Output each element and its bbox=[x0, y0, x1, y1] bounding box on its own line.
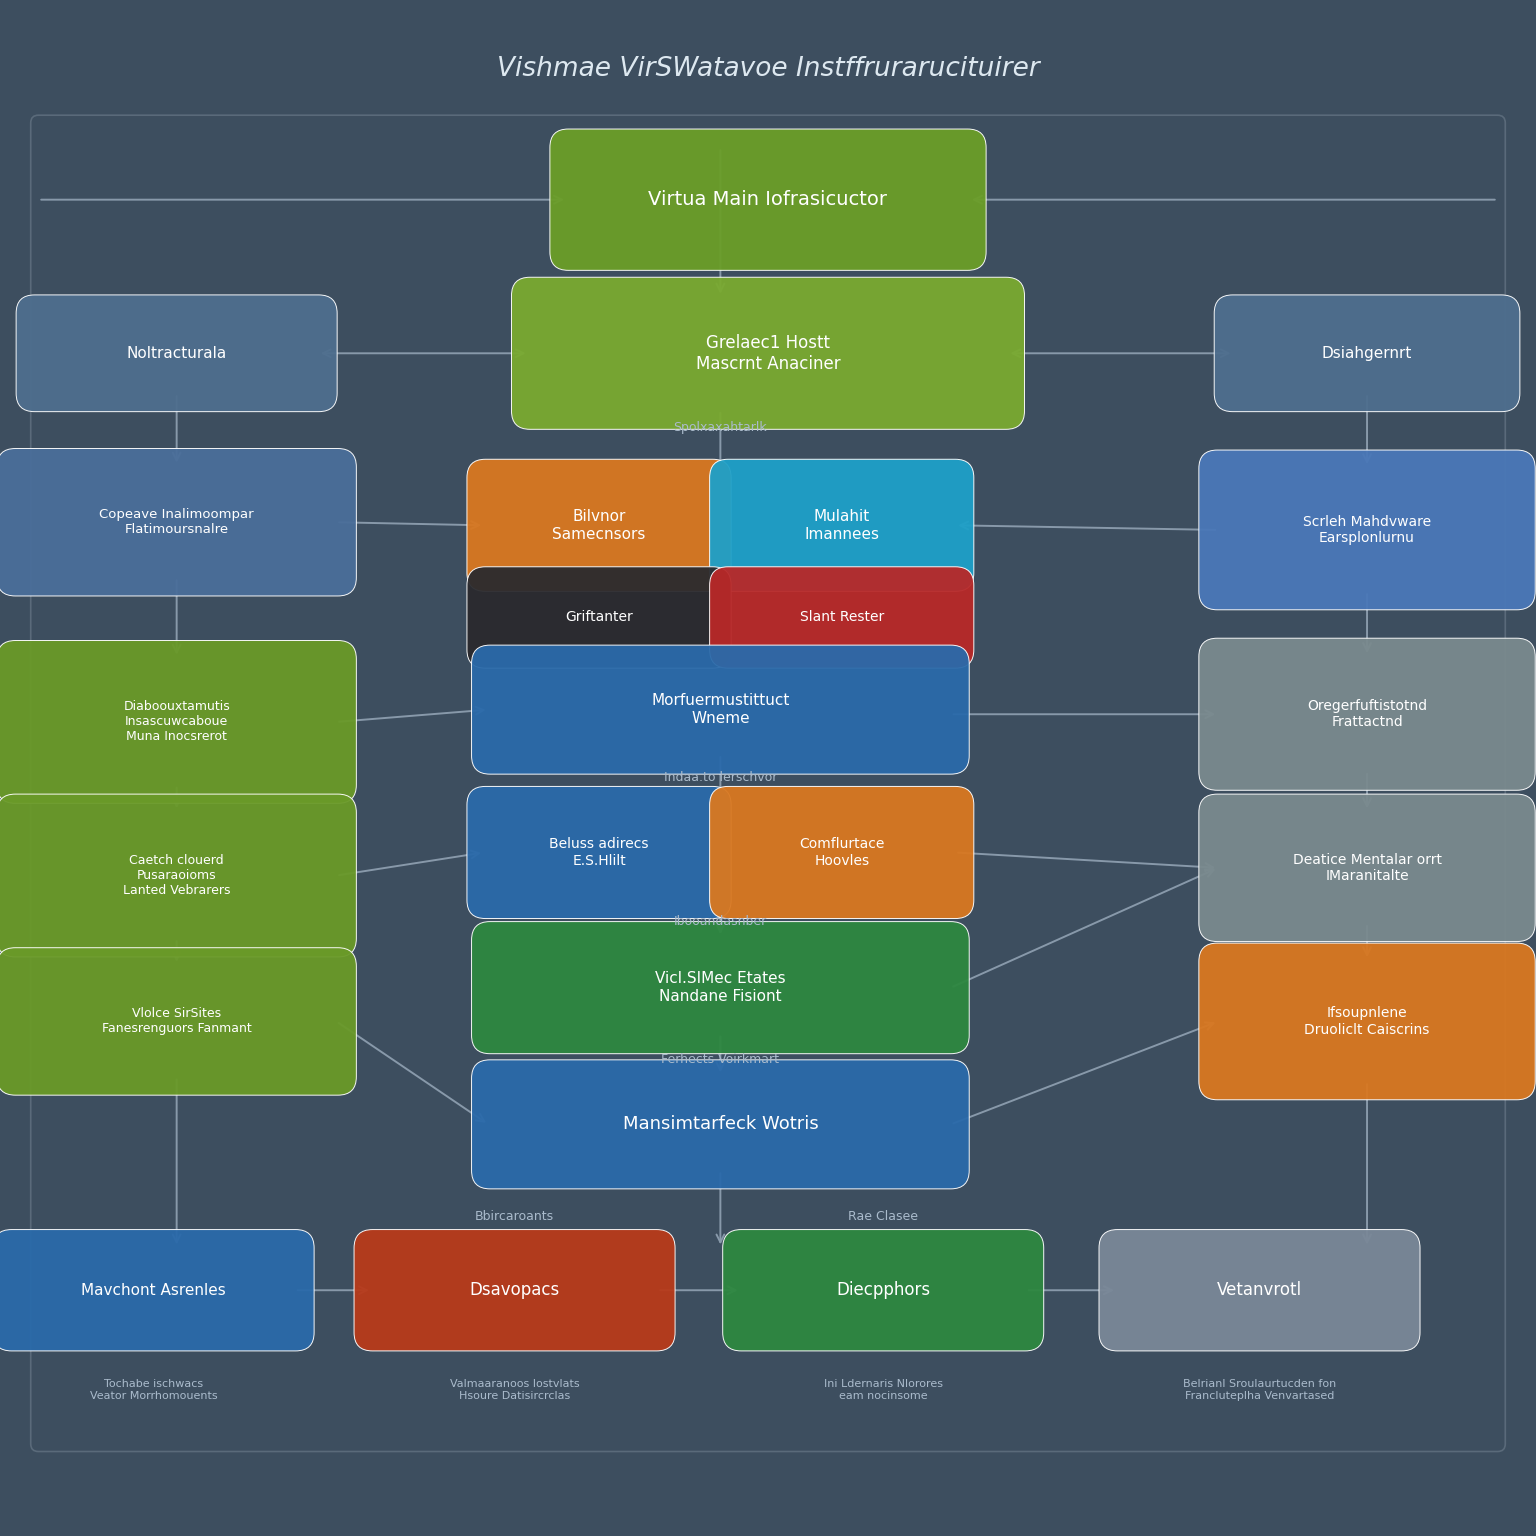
Text: Noltracturala: Noltracturala bbox=[126, 346, 227, 361]
FancyBboxPatch shape bbox=[1198, 943, 1536, 1100]
FancyBboxPatch shape bbox=[1198, 794, 1536, 942]
Text: Slant Rester: Slant Rester bbox=[800, 610, 883, 625]
FancyBboxPatch shape bbox=[1198, 639, 1536, 790]
FancyBboxPatch shape bbox=[1213, 295, 1519, 412]
Text: Scrleh Mahdvware
Earsplonlurnu: Scrleh Mahdvware Earsplonlurnu bbox=[1303, 515, 1432, 545]
Text: Rae Clasee: Rae Clasee bbox=[848, 1210, 919, 1223]
FancyBboxPatch shape bbox=[0, 641, 356, 803]
FancyBboxPatch shape bbox=[467, 786, 731, 919]
FancyBboxPatch shape bbox=[0, 449, 356, 596]
Text: Diecpphors: Diecpphors bbox=[836, 1281, 931, 1299]
Text: Vetanvrotl: Vetanvrotl bbox=[1217, 1281, 1303, 1299]
FancyBboxPatch shape bbox=[472, 922, 969, 1054]
Text: Oregerfuftistotnd
Frattactnd: Oregerfuftistotnd Frattactnd bbox=[1307, 699, 1427, 730]
Text: Dsiahgernrt: Dsiahgernrt bbox=[1322, 346, 1412, 361]
Text: Copeave Inalimoompar
Flatimoursnalre: Copeave Inalimoompar Flatimoursnalre bbox=[100, 508, 253, 536]
FancyBboxPatch shape bbox=[353, 1229, 676, 1352]
Text: Beluss adirecs
E.S.Hlilt: Beluss adirecs E.S.Hlilt bbox=[550, 837, 648, 868]
FancyBboxPatch shape bbox=[0, 1229, 313, 1352]
Text: Tochabe ischwacs
Veator Morrhomouents: Tochabe ischwacs Veator Morrhomouents bbox=[89, 1379, 218, 1401]
FancyBboxPatch shape bbox=[0, 794, 356, 957]
Text: Vicl.SIMec Etates
Nandane Fisiont: Vicl.SIMec Etates Nandane Fisiont bbox=[654, 971, 786, 1005]
Text: Valmaaranoos Iostvlats
Hsoure Datisircrclas: Valmaaranoos Iostvlats Hsoure Datisircrc… bbox=[450, 1379, 579, 1401]
Text: Mansimtarfeck Wotris: Mansimtarfeck Wotris bbox=[622, 1115, 819, 1134]
Text: Ifsoupnlene
Druoliclt Caiscrins: Ifsoupnlene Druoliclt Caiscrins bbox=[1304, 1006, 1430, 1037]
FancyBboxPatch shape bbox=[467, 567, 731, 668]
FancyBboxPatch shape bbox=[710, 459, 974, 591]
FancyBboxPatch shape bbox=[511, 278, 1025, 429]
Text: Spolxaxahtarlk: Spolxaxahtarlk bbox=[674, 421, 766, 433]
Text: Vlolce SirSites
Fanesrenguors Fanmant: Vlolce SirSites Fanesrenguors Fanmant bbox=[101, 1008, 252, 1035]
Text: Bbircaroants: Bbircaroants bbox=[475, 1210, 554, 1223]
FancyBboxPatch shape bbox=[722, 1229, 1043, 1352]
FancyBboxPatch shape bbox=[17, 295, 336, 412]
Text: Dsavopacs: Dsavopacs bbox=[470, 1281, 559, 1299]
Text: Indaa.to lerschvor: Indaa.to lerschvor bbox=[664, 771, 777, 783]
FancyBboxPatch shape bbox=[1098, 1229, 1419, 1352]
Text: Mavchont Asrenles: Mavchont Asrenles bbox=[81, 1283, 226, 1298]
Text: Comflurtace
Hoovles: Comflurtace Hoovles bbox=[799, 837, 885, 868]
Text: Morfuermustittuct
Wneme: Morfuermustittuct Wneme bbox=[651, 693, 790, 727]
Text: Ini Ldernaris Nlorores
eam nocinsome: Ini Ldernaris Nlorores eam nocinsome bbox=[823, 1379, 943, 1401]
Text: Grelaec1 Hostt
Mascrnt Anaciner: Grelaec1 Hostt Mascrnt Anaciner bbox=[696, 333, 840, 373]
Text: Ibooandasnber: Ibooandasnber bbox=[674, 915, 766, 928]
Text: Deatice Mentalar orrt
IMaranitalte: Deatice Mentalar orrt IMaranitalte bbox=[1292, 852, 1442, 883]
Text: Mulahit
Imannees: Mulahit Imannees bbox=[805, 508, 879, 542]
Text: Ferhects Voirkmart: Ferhects Voirkmart bbox=[662, 1054, 779, 1066]
Text: Bilvnor
Samecnsors: Bilvnor Samecnsors bbox=[553, 508, 645, 542]
FancyBboxPatch shape bbox=[472, 1060, 969, 1189]
FancyBboxPatch shape bbox=[710, 786, 974, 919]
Text: Griftanter: Griftanter bbox=[565, 610, 633, 625]
FancyBboxPatch shape bbox=[0, 948, 356, 1095]
FancyBboxPatch shape bbox=[467, 459, 731, 591]
Text: Diaboouxtamutis
Insascuwcaboue
Muna Inocsrerot: Diaboouxtamutis Insascuwcaboue Muna Inoc… bbox=[123, 700, 230, 743]
FancyBboxPatch shape bbox=[550, 129, 986, 270]
Text: Virtua Main Iofrasicuctor: Virtua Main Iofrasicuctor bbox=[648, 190, 888, 209]
Text: Belrianl Sroulaurtucden fon
Francluteplha Venvartased: Belrianl Sroulaurtucden fon Francluteplh… bbox=[1183, 1379, 1336, 1401]
FancyBboxPatch shape bbox=[710, 567, 974, 668]
Text: Vishmae VirSWatavoe Instffrurarucituirer: Vishmae VirSWatavoe Instffrurarucituirer bbox=[496, 57, 1040, 81]
FancyBboxPatch shape bbox=[1198, 450, 1536, 610]
FancyBboxPatch shape bbox=[472, 645, 969, 774]
Text: Caetch clouerd
Pusaraoioms
Lanted Vebrarers: Caetch clouerd Pusaraoioms Lanted Vebrar… bbox=[123, 854, 230, 897]
